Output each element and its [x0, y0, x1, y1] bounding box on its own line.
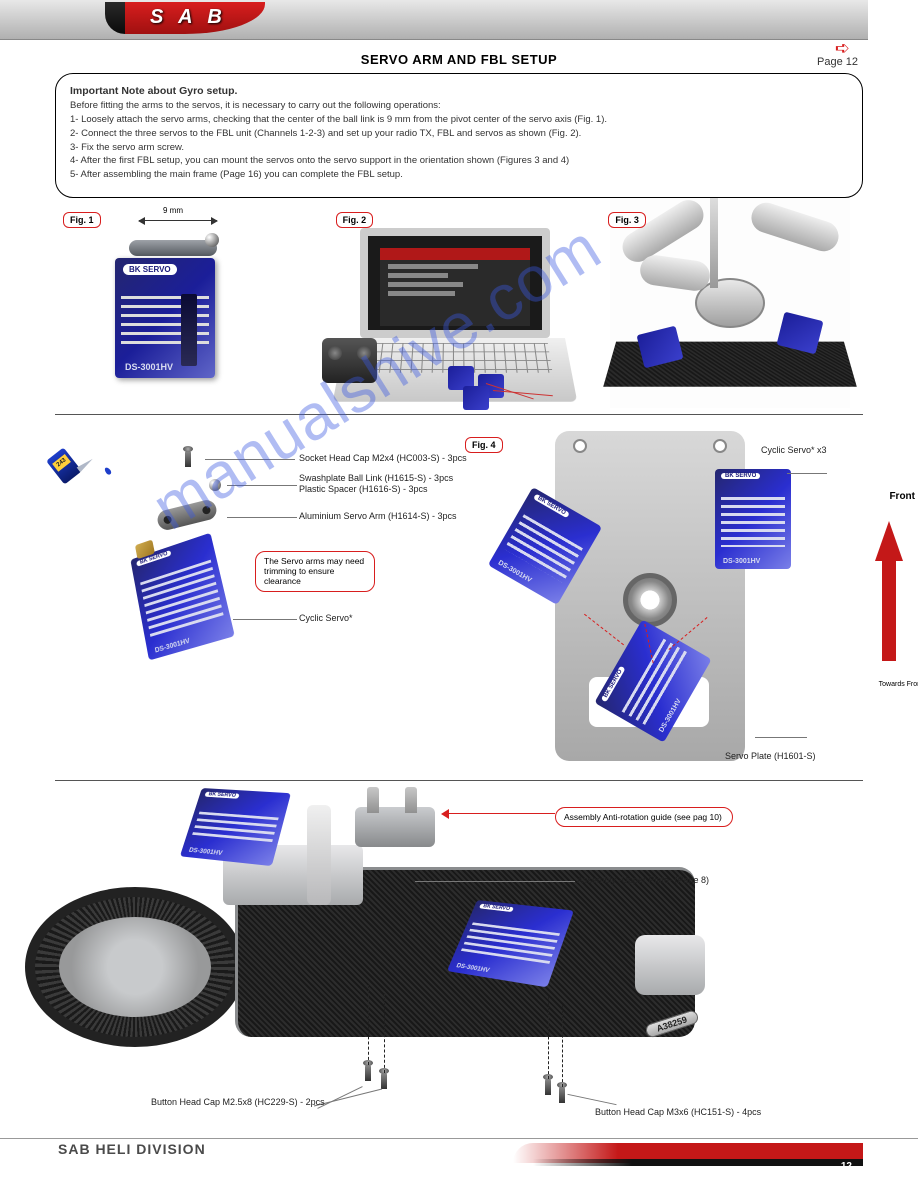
setup-note-box: Important Note about Gyro setup. Before … [55, 73, 863, 198]
bearing-hole-icon [623, 573, 677, 627]
callout-arms: The Servo arms may need trimming to ensu… [255, 551, 375, 592]
front-arrow-icon [875, 521, 903, 561]
screw-icon [559, 1087, 565, 1103]
servo-icon: BK SERVO DS-3001HV [115, 258, 215, 378]
note-heading: Important Note about Gyro setup. [70, 84, 848, 98]
part-label: Servo Plate (H1601-S) [725, 751, 816, 761]
servo-brand-label: BK SERVO [123, 264, 177, 275]
threadlock-icon: 243 [46, 447, 82, 484]
callout-antirot: Assembly Anti-rotation guide (see pag 10… [555, 807, 733, 827]
note-step: 1- Loosely attach the servo arms, checki… [70, 114, 848, 127]
part-label: Cyclic Servo* x3 [761, 445, 827, 455]
antirotation-guide-icon [355, 807, 445, 867]
rotor-head-icon [610, 198, 850, 408]
figure-label: Fig. 4 [465, 437, 503, 453]
main-shaft-icon [307, 805, 331, 905]
figure-1: Fig. 1 9 mm BK SERVO DS-3001HV [55, 208, 318, 408]
page-header: S A B [0, 0, 868, 40]
screw-icon [365, 1065, 371, 1081]
logo: S A B [50, 0, 270, 40]
servo-icon: BK SERVO DS-3001HV [715, 469, 791, 569]
page-number: Page 12 [817, 56, 858, 68]
figure-row-1: Fig. 1 9 mm BK SERVO DS-3001HV Fig. 2 [55, 208, 863, 408]
servo-brand-label: BK SERVO [479, 904, 514, 913]
dimension-label: 9 mm [163, 206, 183, 215]
logo-text: S A B [150, 6, 227, 29]
part-label: Plastic Spacer (H1616-S) - 3pcs [299, 484, 428, 494]
servo-model-label: DS-3001HV [188, 847, 223, 857]
ball-link-icon [205, 233, 219, 247]
part-label: Swashplate Ball Link (H1615-S) - 3pcs [299, 473, 453, 483]
servo-icon [463, 386, 489, 410]
part-label: Button Head Cap M2.5x8 (HC229-S) - 2pcs [151, 1097, 325, 1107]
part-label: Socket Head Cap M2x4 (HC003-S) - 3pcs [299, 453, 467, 463]
screw-icon [185, 451, 191, 467]
note-intro: Before fitting the arms to the servos, i… [70, 100, 848, 113]
note-step: 3- Fix the servo arm screw. [70, 142, 848, 155]
footer-swoosh-icon [513, 1143, 863, 1163]
screw-icon [381, 1073, 387, 1089]
part-label: Assembly -Upper Plate- (Page 8) [577, 875, 709, 885]
figure-3: Fig. 3 [600, 208, 863, 408]
figure-2: Fig. 2 [328, 208, 591, 408]
servo-model-label: DS-3001HV [497, 559, 533, 584]
figure-label: Fig. 1 [63, 212, 101, 228]
servo-brand-label: BK SERVO [204, 792, 240, 799]
footer-page-number: 12 [841, 1161, 852, 1172]
section-2: 243 BK SERVO DS-3001HV Socket Head [55, 421, 863, 781]
note-step: 5- After assembling the main frame (Page… [70, 169, 848, 182]
part-label: Button Head Cap M3x6 (HC151-S) - 4pcs [595, 1107, 761, 1117]
servo-icon: BK SERVO DS-3001HV [130, 533, 234, 661]
note-step: 4- After the first FBL setup, you can mo… [70, 155, 848, 168]
servo-model-label: DS-3001HV [125, 362, 173, 372]
servo-model-label: DS-3001HV [723, 558, 760, 565]
main-gear-icon [25, 887, 255, 1057]
servo-horn-icon [155, 498, 218, 532]
servo-arm-icon [129, 240, 217, 256]
servo-brand-label: BK SERVO [721, 473, 760, 479]
ball-link-icon [209, 479, 221, 491]
part-label: Aluminium Servo Arm (H1614-S) - 3pcs [299, 511, 457, 521]
threadlock-label: 243 [52, 454, 71, 472]
part-label: Cyclic Servo* [299, 613, 353, 623]
figure-4: Fig. 4 BK SERVO DS-3001HV BK SERVO DS-3001… [455, 431, 855, 771]
page-footer: SAB HELI DIVISION 12 [0, 1138, 918, 1168]
section-3: BK SERVO DS-3001HV BK SERVO DS-3001HV Asse… [55, 787, 863, 1127]
section-title: SERVO ARM AND FBL SETUP [55, 52, 863, 67]
servo-model-label: DS-3001HV [455, 963, 490, 974]
figure-label: Fig. 3 [608, 212, 646, 228]
servo-model-label: DS-3001HV [154, 638, 190, 655]
alu-block-icon [635, 935, 705, 995]
screw-icon [545, 1079, 551, 1095]
front-label: Front [889, 491, 915, 502]
towards-front-label: Towards Front [879, 681, 918, 688]
servo-icon: BK SERVO DS-3001HV [180, 788, 291, 866]
footer-division: SAB HELI DIVISION [58, 1141, 206, 1157]
figure-label: Fig. 2 [336, 212, 374, 228]
note-step: 2- Connect the three servos to the FBL u… [70, 128, 848, 141]
radio-tx-icon [322, 338, 377, 383]
